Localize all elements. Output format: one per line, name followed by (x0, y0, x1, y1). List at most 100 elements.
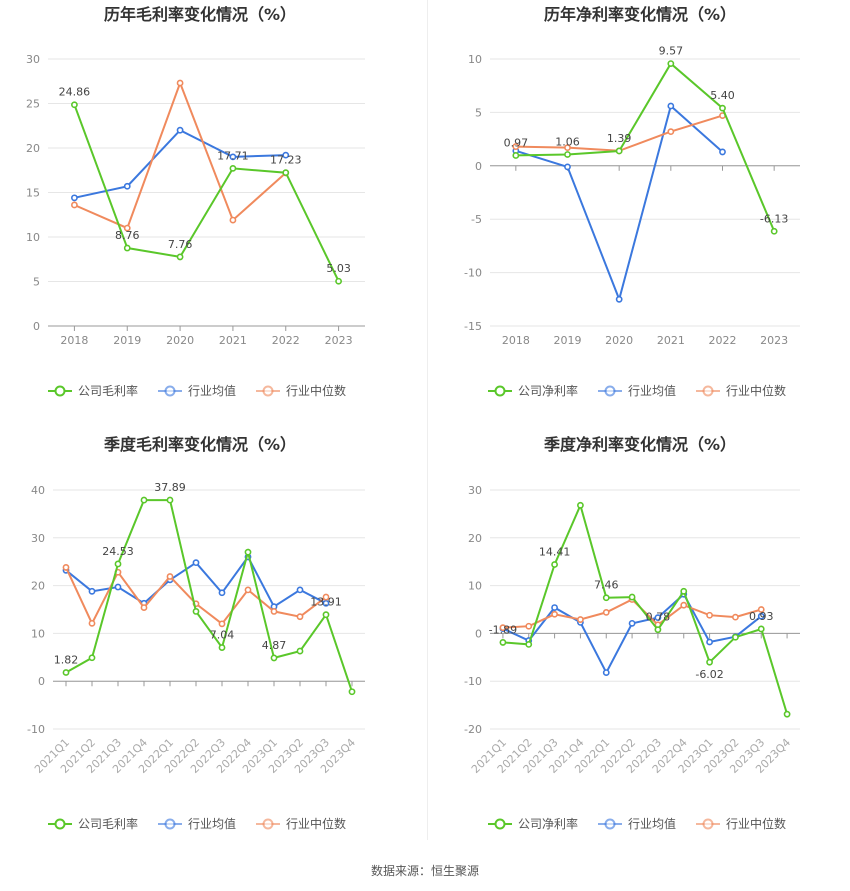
data-point-company[interactable] (525, 640, 533, 648)
data-point-avg[interactable] (719, 148, 726, 156)
data-point-company[interactable] (667, 60, 675, 67)
legend-item-avg[interactable]: 行业均值 (158, 816, 236, 831)
data-point-company[interactable] (123, 244, 131, 252)
data-point-company[interactable] (62, 669, 70, 676)
data-point-median[interactable] (140, 604, 148, 611)
data-point-avg[interactable] (229, 153, 237, 161)
data-label: 8.76 (115, 229, 140, 242)
data-point-company[interactable] (564, 151, 571, 158)
data-point-median[interactable] (680, 601, 688, 609)
data-point-company[interactable] (114, 560, 122, 568)
data-point-median[interactable] (270, 608, 278, 615)
data-point-company[interactable] (176, 253, 184, 261)
data-point-company[interactable] (757, 625, 765, 633)
data-point-company[interactable] (680, 587, 688, 595)
data-point-company[interactable] (335, 277, 342, 285)
data-point-company[interactable] (218, 644, 226, 651)
data-point-median[interactable] (551, 610, 558, 618)
data-point-company[interactable] (296, 647, 304, 655)
data-point-median[interactable] (525, 622, 533, 630)
data-point-company[interactable] (719, 104, 726, 112)
data-point-median[interactable] (244, 586, 252, 594)
data-point-avg[interactable] (114, 583, 122, 591)
legend-item-median[interactable]: 行业中位数 (256, 383, 346, 398)
data-point-median[interactable] (577, 616, 584, 623)
legend-item-avg[interactable]: 行业均值 (158, 383, 236, 398)
data-point-avg[interactable] (296, 586, 304, 594)
legend-item-company[interactable]: 公司净利率 (488, 383, 578, 398)
data-point-median[interactable] (62, 564, 70, 571)
data-point-company[interactable] (348, 688, 356, 696)
data-point-avg[interactable] (706, 638, 713, 646)
data-point-avg[interactable] (192, 559, 200, 567)
y-tick-label: 20 (31, 580, 45, 593)
data-point-company[interactable] (71, 101, 78, 109)
data-point-company[interactable] (732, 633, 739, 641)
legend-item-median[interactable]: 行业中位数 (696, 383, 786, 398)
data-point-company[interactable] (577, 501, 584, 509)
data-point-company[interactable] (602, 594, 610, 602)
data-point-company[interactable] (770, 227, 778, 235)
data-point-avg[interactable] (218, 589, 226, 597)
data-label: 0.97 (504, 136, 528, 149)
data-point-company[interactable] (166, 496, 174, 504)
data-point-avg[interactable] (654, 614, 662, 622)
data-point-median[interactable] (667, 128, 675, 136)
legend-item-company[interactable]: 公司毛利率 (48, 383, 138, 398)
data-point-median[interactable] (602, 608, 610, 616)
data-point-company[interactable] (229, 164, 237, 172)
data-point-company[interactable] (706, 658, 713, 666)
data-point-company[interactable] (615, 147, 623, 155)
legend-item-median[interactable]: 行业中位数 (696, 816, 786, 831)
legend-item-company[interactable]: 公司净利率 (488, 816, 578, 831)
data-point-median[interactable] (229, 216, 237, 224)
data-point-company[interactable] (628, 593, 636, 601)
data-point-company[interactable] (783, 710, 791, 718)
data-point-company[interactable] (322, 611, 330, 619)
data-point-avg[interactable] (551, 604, 558, 611)
data-point-avg[interactable] (71, 194, 78, 202)
data-point-company[interactable] (282, 169, 290, 177)
data-point-median[interactable] (166, 573, 174, 580)
data-point-avg[interactable] (176, 126, 184, 134)
data-point-median[interactable] (322, 593, 330, 601)
legend-item-median[interactable]: 行业中位数 (256, 816, 346, 831)
data-point-median[interactable] (218, 620, 226, 628)
data-point-median[interactable] (757, 606, 765, 613)
data-point-avg[interactable] (123, 182, 131, 190)
data-point-avg[interactable] (628, 619, 636, 627)
data-point-median[interactable] (512, 143, 520, 150)
data-point-median[interactable] (564, 144, 571, 152)
data-point-avg[interactable] (322, 599, 330, 607)
data-point-avg[interactable] (564, 163, 571, 171)
data-point-avg[interactable] (602, 669, 610, 676)
data-point-company[interactable] (244, 548, 252, 556)
data-label: 17.71 (217, 149, 249, 162)
legend-item-company[interactable]: 公司毛利率 (48, 816, 138, 831)
data-point-median[interactable] (88, 619, 96, 627)
data-point-median[interactable] (706, 611, 713, 619)
data-point-company[interactable] (512, 152, 520, 159)
data-point-avg[interactable] (667, 102, 675, 110)
data-point-company[interactable] (654, 626, 662, 634)
data-point-median[interactable] (499, 624, 507, 632)
data-point-company[interactable] (192, 608, 200, 615)
data-point-median[interactable] (296, 613, 304, 621)
data-point-avg[interactable] (88, 587, 96, 595)
data-point-median[interactable] (71, 201, 78, 209)
data-point-median[interactable] (123, 224, 131, 232)
data-point-company[interactable] (551, 561, 558, 568)
data-point-company[interactable] (140, 496, 148, 504)
data-point-avg[interactable] (615, 295, 623, 303)
data-point-company[interactable] (88, 654, 96, 662)
legend-item-avg[interactable]: 行业均值 (598, 816, 676, 831)
data-point-avg[interactable] (282, 151, 290, 159)
data-point-company[interactable] (499, 639, 507, 646)
data-point-median[interactable] (176, 79, 184, 87)
data-point-median[interactable] (732, 613, 739, 621)
legend-swatch-marker (164, 818, 176, 830)
data-point-avg[interactable] (757, 612, 765, 620)
data-point-company[interactable] (270, 654, 278, 662)
legend-item-avg[interactable]: 行业均值 (598, 383, 676, 398)
chart-title: 季度毛利率变化情况（%） (103, 435, 296, 454)
